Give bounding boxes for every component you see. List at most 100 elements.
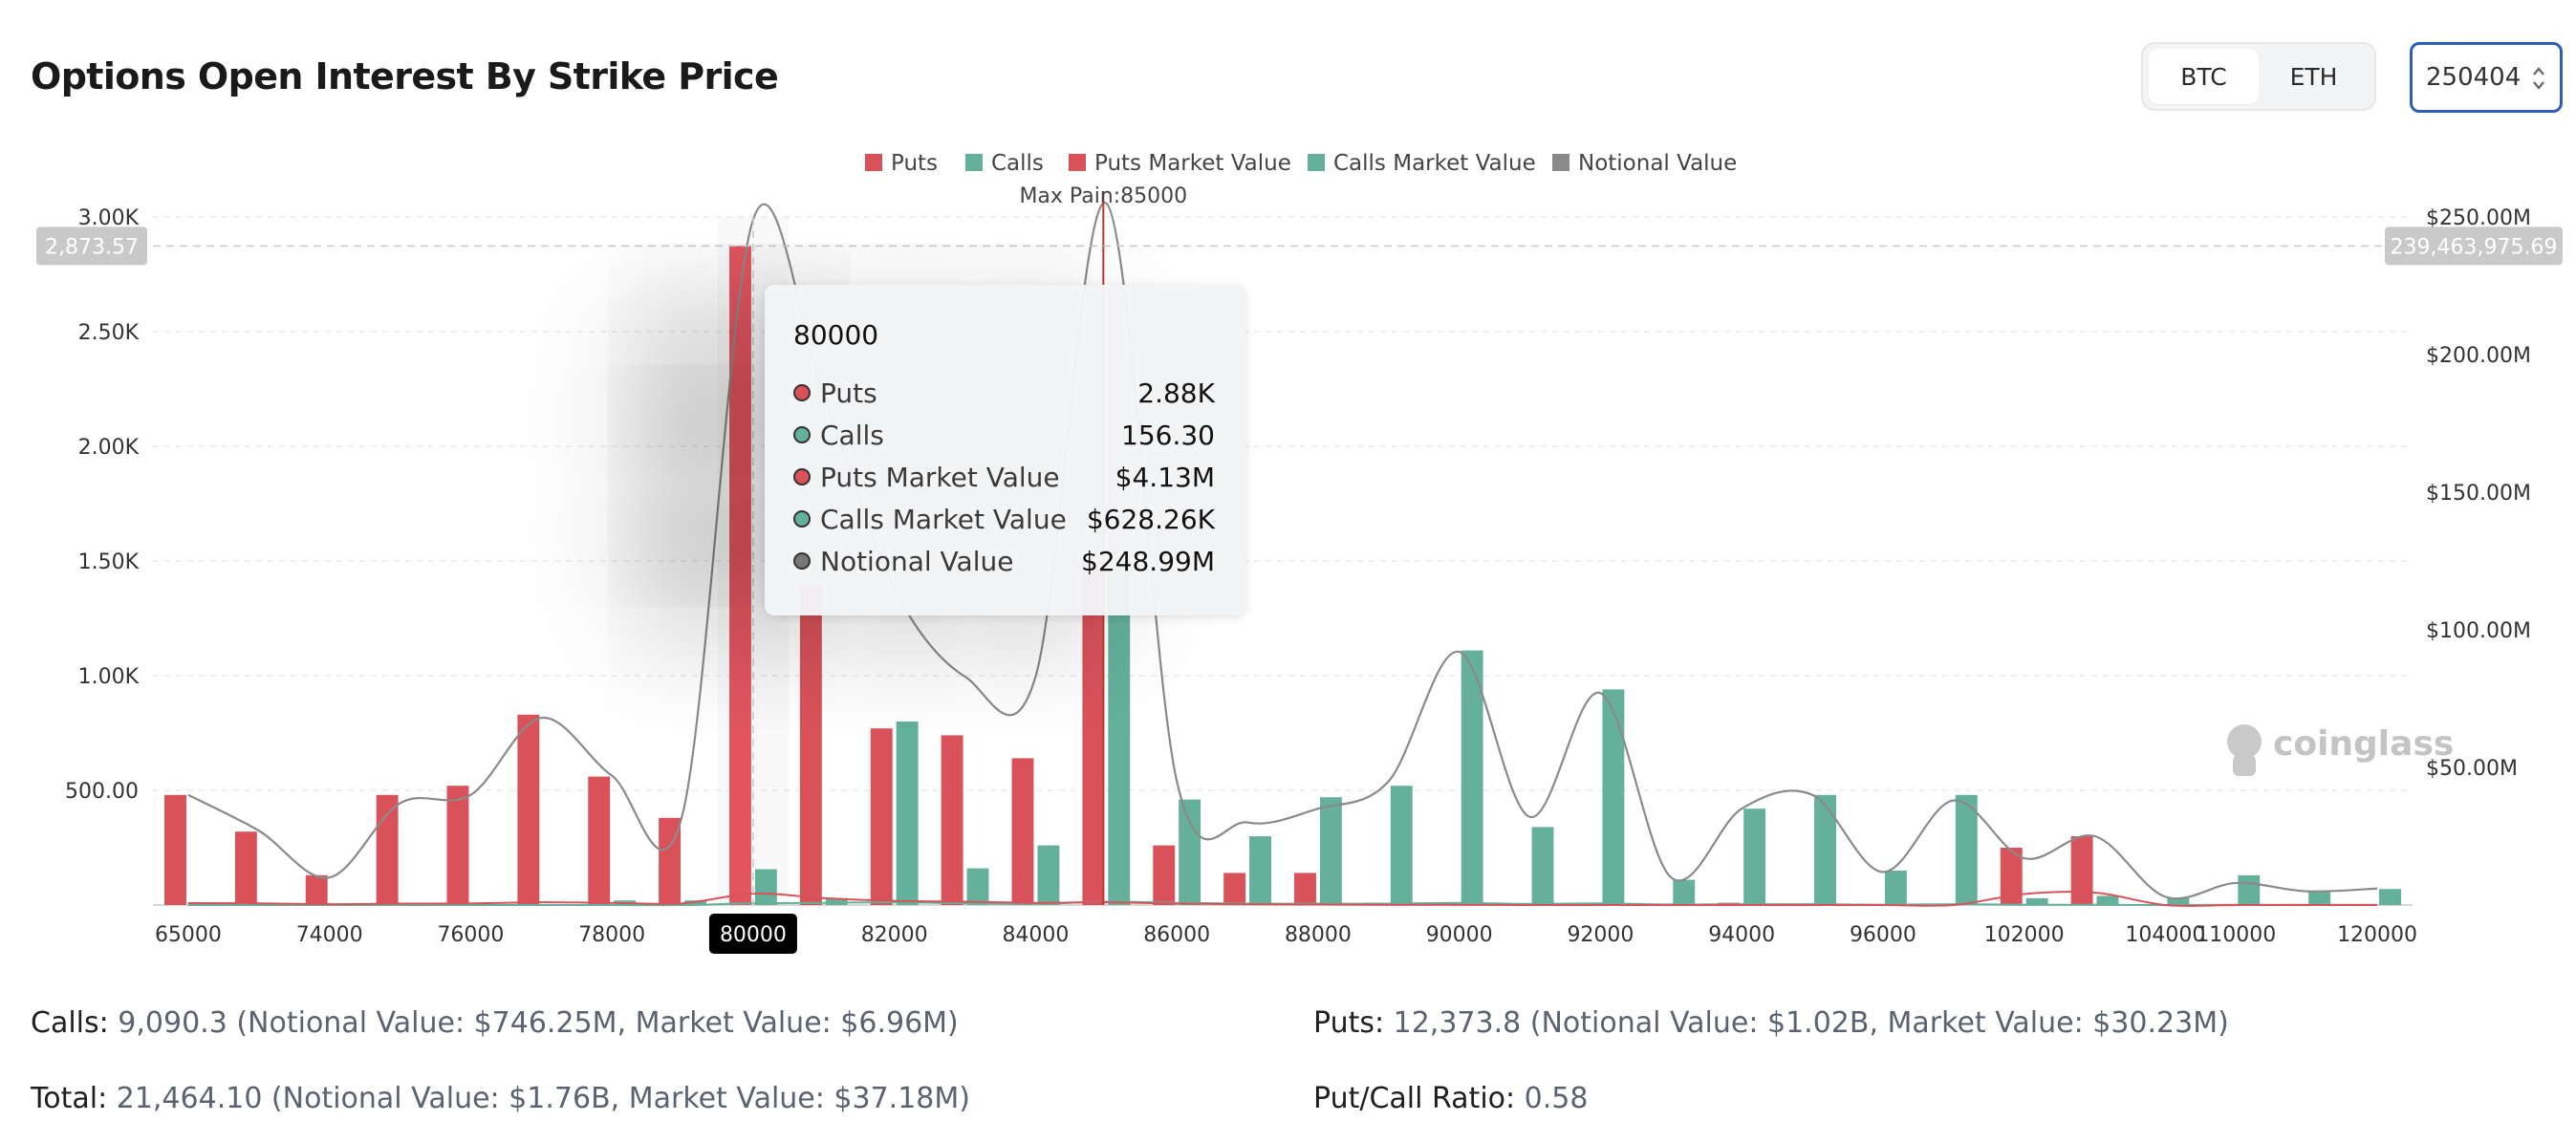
x-tick-label: 65000: [155, 923, 222, 947]
x-tick-label: 82000: [861, 923, 928, 947]
total-summary-value: 21,464.10 (Notional Value: $1.76B, Marke…: [116, 1082, 970, 1115]
legend-swatch-icon: [1069, 154, 1086, 171]
tooltip-label: Puts Market Value: [820, 461, 1060, 493]
crosshair-left-value: 2,873.57: [45, 235, 139, 259]
x-tick-label: 96000: [1850, 923, 1916, 947]
watermark: [2227, 724, 2262, 776]
puts-bar: [729, 246, 751, 905]
puts-bar: [376, 794, 399, 905]
x-tick-label: 76000: [437, 923, 504, 947]
tooltip-row: Calls 156.30: [793, 414, 1215, 456]
notional-value-line: [187, 202, 2378, 900]
y-left-tick-label: 2.50K: [78, 321, 140, 345]
calls-bar: [1390, 786, 1413, 905]
tooltip-label: Calls Market Value: [820, 503, 1067, 535]
x-tick-label: 120000: [2337, 923, 2417, 947]
legend-item: Calls Market Value: [1333, 151, 1536, 176]
calls-bar: [1319, 797, 1342, 905]
total-summary: Total: 21,464.10 (Notional Value: $1.76B…: [31, 1082, 970, 1115]
calls-bar: [825, 897, 848, 905]
puts-summary-label: Puts:: [1313, 1006, 1385, 1040]
calls-bar: [1814, 794, 1836, 905]
calls-bar: [966, 868, 989, 905]
calls-bar: [2025, 897, 2048, 905]
total-summary-label: Total:: [31, 1082, 108, 1115]
chevron-updown-icon: [2533, 67, 2544, 90]
puts-bar: [1082, 561, 1105, 905]
tooltip-label: Calls: [820, 419, 884, 451]
legend-item: Calls: [991, 151, 1044, 176]
expiry-value: 250404: [2426, 63, 2522, 92]
tooltip-row: Puts 2.88K: [793, 372, 1215, 414]
chart-tooltip: 80000 Puts 2.88K Calls 156.30 Puts Market Va…: [765, 285, 1245, 615]
tooltip-value: 2.88K: [1137, 377, 1215, 409]
calls-bar: [2379, 889, 2401, 905]
calls-bar: [1743, 809, 1766, 905]
asset-btc-button[interactable]: BTC: [2149, 49, 2259, 104]
puts-bar: [870, 728, 893, 905]
tooltip-value: $628.26K: [1086, 503, 1215, 535]
tooltip-dot-icon: [793, 552, 811, 570]
tooltip-dot-icon: [793, 384, 811, 401]
puts-bar: [517, 714, 540, 905]
puts-market-value-line: [187, 891, 2378, 907]
calls-bar: [1249, 836, 1271, 905]
calls-bar: [1037, 845, 1060, 905]
puts-bar: [234, 831, 257, 905]
x-tick-label: 80000: [720, 923, 787, 947]
asset-eth-button[interactable]: ETH: [2289, 62, 2338, 91]
x-tick-label: 90000: [1426, 923, 1493, 947]
puts-bar: [1153, 845, 1176, 905]
puts-bar: [1294, 873, 1316, 905]
y-left-tick-label: 2.00K: [78, 436, 140, 460]
calls-bar: [896, 722, 919, 905]
coinglass-logo-icon: [2233, 755, 2256, 776]
watermark-text: coinglass: [2273, 724, 2454, 764]
x-tick-label: 88000: [1285, 923, 1352, 947]
tooltip-row: Puts Market Value $4.13M: [793, 456, 1215, 498]
puts-bar: [2070, 836, 2093, 905]
y-left-tick-label: 1.50K: [78, 550, 140, 574]
put-call-ratio: Put/Call Ratio: 0.58: [1313, 1082, 1588, 1115]
x-tick-label: 92000: [1567, 923, 1634, 947]
puts-bar: [588, 776, 611, 905]
puts-bar: [941, 735, 963, 905]
tooltip-label: Notional Value: [820, 545, 1014, 577]
x-tick-label: 78000: [578, 923, 645, 947]
y-left-tick-label: 3.00K: [78, 206, 140, 230]
crosshair-right-value: 239,463,975.69: [2391, 235, 2558, 259]
tooltip-label: Puts: [820, 377, 877, 409]
legend-item: Puts: [891, 151, 938, 176]
page-title: Options Open Interest By Strike Price: [31, 55, 779, 97]
legend-item: Puts Market Value: [1094, 151, 1291, 176]
expiry-select[interactable]: 250404: [2410, 42, 2563, 113]
max-pain-label: Max Pain:85000: [1019, 184, 1187, 208]
calls-bar: [1884, 871, 1907, 905]
calls-bar: [1108, 561, 1131, 905]
put-call-ratio-label: Put/Call Ratio:: [1313, 1082, 1516, 1115]
calls-summary-label: Calls:: [31, 1006, 109, 1040]
legend-swatch-icon: [865, 154, 882, 171]
calls-summary: Calls: 9,090.3 (Notional Value: $746.25M…: [31, 1006, 959, 1040]
tooltip-value: 156.30: [1121, 419, 1215, 451]
tooltip-row: Calls Market Value $628.26K: [793, 498, 1215, 540]
tooltip-dot-icon: [793, 468, 811, 485]
calls-bar: [1955, 794, 1978, 905]
puts-bar: [1223, 873, 1246, 905]
x-tick-label: 102000: [1984, 923, 2065, 947]
calls-bar: [1461, 650, 1483, 905]
calls-bar: [1531, 827, 1554, 905]
tooltip-value: $4.13M: [1115, 461, 1215, 493]
puts-bar: [2000, 848, 2023, 905]
y-right-tick-label: $50.00M: [2426, 757, 2518, 781]
calls-bar: [2238, 874, 2261, 905]
tooltip-dot-icon: [793, 510, 811, 528]
puts-summary-value: 12,373.8 (Notional Value: $1.02B, Market…: [1393, 1006, 2229, 1040]
y-left-tick-label: 500.00: [65, 780, 139, 804]
y-right-tick-label: $250.00M: [2426, 206, 2531, 230]
x-tick-label: 86000: [1143, 923, 1210, 947]
calls-bar: [1602, 689, 1625, 905]
puts-bar: [799, 584, 822, 905]
tooltip-title: 80000: [793, 319, 879, 351]
crosshair-right-badge: [2385, 226, 2563, 266]
